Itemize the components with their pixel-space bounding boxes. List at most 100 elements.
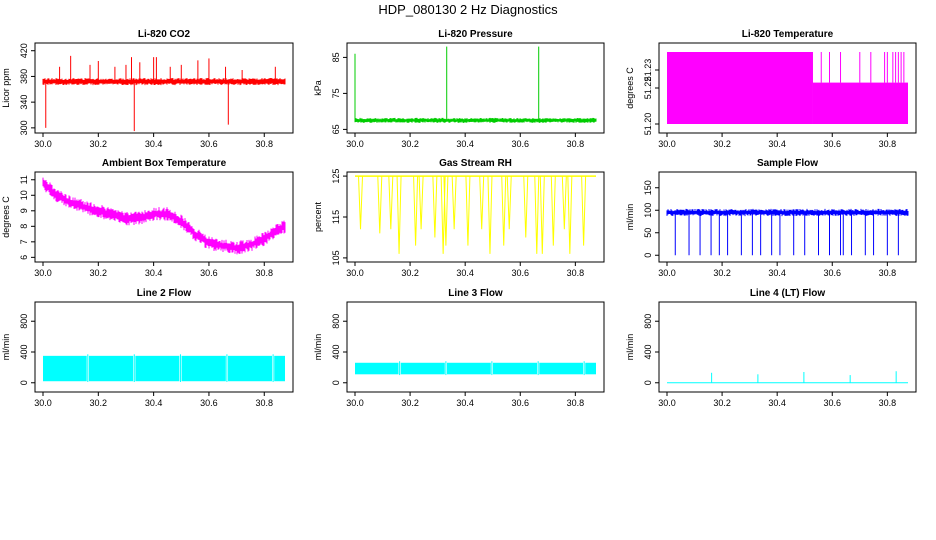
series-block xyxy=(492,362,538,375)
y-tick-label: 8 xyxy=(19,224,29,229)
panel-title: Gas Stream RH xyxy=(439,158,512,169)
y-tick-label: 800 xyxy=(643,314,653,329)
y-tick-label: 0 xyxy=(643,253,653,258)
plot-frame xyxy=(346,42,605,134)
panel-title: Li-820 CO2 xyxy=(138,29,191,40)
y-tick-label: 51.23 xyxy=(643,59,653,82)
panel-title: Line 4 (LT) Flow xyxy=(750,288,826,299)
plot-frame xyxy=(658,171,917,263)
series-dip xyxy=(501,176,507,246)
x-tick-label: 30.6 xyxy=(823,139,841,149)
plot-frame xyxy=(34,171,294,263)
x-tick-label: 30.0 xyxy=(658,398,676,408)
x-tick-label: 30.6 xyxy=(511,268,529,278)
x-tick-label: 30.0 xyxy=(346,398,364,408)
y-tick-label: 115 xyxy=(331,210,341,224)
y-tick-label: 10 xyxy=(19,190,29,200)
x-tick-label: 30.0 xyxy=(658,139,676,149)
x-tick-label: 30.8 xyxy=(255,398,273,408)
x-tick-label: 30.4 xyxy=(145,398,163,408)
series-line-4-lt-flow xyxy=(667,371,908,384)
x-tick-label: 30.6 xyxy=(823,398,841,408)
y-tick-label: 50 xyxy=(643,228,653,238)
series-dip xyxy=(487,176,493,254)
series-dip xyxy=(523,176,529,238)
y-axis-label: ml/min xyxy=(625,334,635,361)
y-tick-label: 800 xyxy=(19,314,29,329)
series-li-820-pressure xyxy=(354,46,597,123)
series-block xyxy=(585,362,596,375)
x-tick-label: 30.8 xyxy=(879,139,897,149)
series-block xyxy=(539,362,584,375)
y-tick-label: 0 xyxy=(643,380,653,385)
x-tick-label: 30.2 xyxy=(401,398,419,408)
panel-title: Line 3 Flow xyxy=(448,288,503,299)
x-tick-label: 30.6 xyxy=(200,139,218,149)
series-dip xyxy=(581,176,587,246)
panel-title: Sample Flow xyxy=(757,158,818,169)
series-li-820-co2 xyxy=(42,55,286,132)
y-tick-label: 9 xyxy=(19,208,29,213)
y-tick-label: 400 xyxy=(19,344,29,359)
panel-title: Li-820 Pressure xyxy=(438,29,513,40)
series-block xyxy=(812,82,908,124)
x-tick-label: 30.8 xyxy=(879,268,897,278)
x-tick-label: 30.8 xyxy=(255,139,273,149)
panel-grid: Li-820 CO2 Licor ppm 30.0 30.2 30.4 30.6 30.8 3… xyxy=(1,29,917,408)
series-block xyxy=(43,355,87,382)
y-tick-label: 100 xyxy=(643,203,653,218)
series-gas-stream-rh xyxy=(355,175,596,254)
x-tick-label: 30.0 xyxy=(34,139,52,149)
y-tick-label: 150 xyxy=(643,180,653,195)
y-tick-label: 51.20 xyxy=(643,113,653,136)
y-tick-label: 340 xyxy=(19,95,29,110)
x-tick-label: 30.4 xyxy=(768,398,786,408)
x-tick-label: 30.2 xyxy=(713,398,731,408)
y-axis-label: degrees C xyxy=(625,67,635,109)
x-tick-label: 30.4 xyxy=(456,268,474,278)
series-dip xyxy=(539,176,545,254)
y-axis-label: ml/min xyxy=(1,334,11,361)
x-tick-label: 30.0 xyxy=(34,268,52,278)
series-dip xyxy=(567,176,573,254)
x-tick-label: 30.8 xyxy=(567,268,585,278)
y-axis-label: degrees C xyxy=(1,196,11,238)
y-axis-label: kPa xyxy=(313,80,323,96)
series-block xyxy=(88,355,134,382)
x-tick-label: 30.8 xyxy=(567,139,585,149)
panel-line-4-lt-flow: Line 4 (LT) Flow ml/min 30.0 30.2 30.4 30.6 30… xyxy=(625,288,917,408)
series-dip xyxy=(443,176,449,246)
y-tick-label: 300 xyxy=(19,120,29,135)
y-tick-label: 51.22 xyxy=(643,77,653,100)
x-tick-label: 30.6 xyxy=(200,268,218,278)
y-tick-label: 400 xyxy=(331,344,341,359)
series-dip xyxy=(388,176,394,230)
series-dip xyxy=(396,176,402,254)
panel-li-820-temperature: Li-820 Temperature degrees C 30.0 30.2 30.4 3… xyxy=(625,29,917,149)
series-dip xyxy=(561,176,567,230)
series-dip xyxy=(479,176,485,230)
y-tick-label: 125 xyxy=(331,169,341,184)
y-tick-label: 800 xyxy=(331,314,341,329)
plot-frame xyxy=(658,301,917,393)
y-tick-label: 85 xyxy=(331,52,341,62)
series-dip xyxy=(377,176,383,234)
series-dip xyxy=(432,176,438,238)
series-dip xyxy=(534,176,540,254)
series-sample-flow xyxy=(666,208,909,256)
x-tick-label: 30.2 xyxy=(713,139,731,149)
series-ambient-box-temperature xyxy=(42,177,286,255)
series-dip xyxy=(465,176,471,246)
plot-frame xyxy=(34,42,294,134)
y-axis-label: percent xyxy=(313,201,323,232)
x-tick-label: 30.4 xyxy=(456,398,474,408)
x-tick-label: 30.0 xyxy=(658,268,676,278)
panel-title: Li-820 Temperature xyxy=(742,29,834,40)
y-tick-label: 400 xyxy=(643,344,653,359)
x-tick-label: 30.2 xyxy=(90,139,108,149)
x-tick-label: 30.6 xyxy=(823,268,841,278)
plot-frame xyxy=(34,301,294,393)
x-tick-label: 30.8 xyxy=(879,398,897,408)
x-tick-label: 30.6 xyxy=(511,139,529,149)
